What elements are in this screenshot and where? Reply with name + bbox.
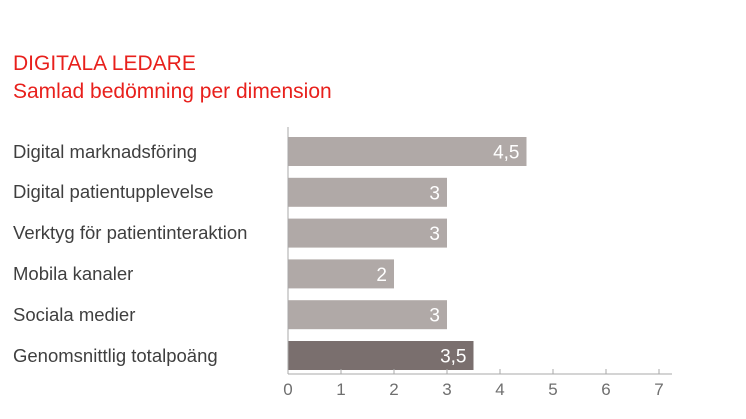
category-label-3: Mobila kanaler [13, 262, 134, 284]
category-label-0: Digital marknadsföring [13, 140, 198, 162]
x-tick-label-5: 5 [548, 380, 557, 399]
x-tick-label-1: 1 [336, 380, 345, 399]
bar-1 [288, 177, 447, 207]
bar-5 [288, 341, 474, 370]
bar-value-label-0: 4,5 [493, 143, 519, 164]
bar-value-label-3: 2 [376, 265, 387, 286]
x-tick-label-6: 6 [601, 380, 610, 399]
category-label-2: Verktyg för patientinteraktion [13, 222, 248, 244]
x-tick-label-0: 0 [283, 380, 292, 399]
bar-value-label-1: 3 [429, 183, 440, 204]
x-tick-label-3: 3 [442, 380, 451, 399]
chart-title: DIGITALA LEDARE [13, 52, 196, 75]
bar-value-label-4: 3 [429, 306, 440, 327]
bar-2 [288, 218, 447, 248]
bar-0 [288, 137, 527, 166]
bar-value-label-5: 3,5 [440, 347, 466, 368]
category-label-5: Genomsnittlig totalpoäng [13, 344, 218, 366]
x-tick-label-4: 4 [495, 380, 504, 399]
chart-subtitle: Samlad bedömning per dimension [13, 80, 332, 103]
bar-value-label-2: 3 [429, 224, 440, 245]
bar-3 [288, 259, 394, 289]
category-label-1: Digital patientupplevelse [13, 181, 214, 203]
x-tick-label-7: 7 [654, 380, 663, 399]
bar-4 [288, 300, 447, 330]
x-tick-label-2: 2 [389, 380, 398, 399]
category-label-4: Sociala medier [13, 303, 136, 325]
